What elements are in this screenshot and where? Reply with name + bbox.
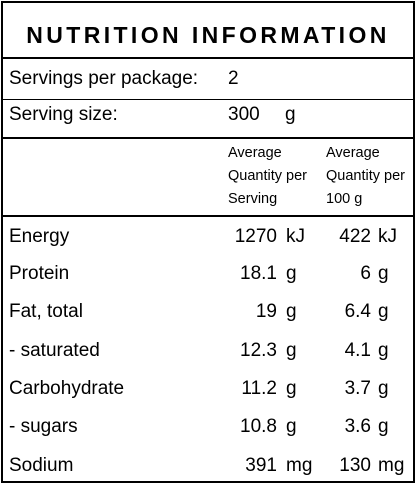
energy-per-100g: 422 — [339, 226, 371, 247]
divider — [3, 137, 413, 139]
header-per-100g-line1: Average — [326, 145, 380, 161]
fat-total-per-serving-unit: g — [286, 301, 297, 322]
fat-total-per-100g: 6.4 — [344, 301, 371, 322]
protein-per-100g-unit: g — [378, 263, 389, 284]
protein-per-serving-unit: g — [286, 263, 297, 284]
divider — [3, 57, 413, 59]
carbohydrate-per-100g: 3.7 — [344, 378, 371, 399]
servings-label: Servings per package: — [9, 68, 199, 89]
saturated-per-serving: 12.3 — [240, 340, 277, 361]
header-per-serving-line2: Quantity per — [228, 168, 307, 184]
serving-size-unit: g — [285, 104, 296, 125]
nutrient-name-energy: Energy — [9, 226, 70, 247]
fat-total-per-100g-unit: g — [378, 301, 389, 322]
nutrient-name-protein: Protein — [9, 263, 70, 284]
energy-per-serving: 1270 — [234, 226, 277, 247]
sugars-per-100g: 3.6 — [344, 416, 371, 437]
sugars-per-100g-unit: g — [378, 416, 389, 437]
nutrient-name-saturated: - saturated — [9, 340, 100, 361]
divider — [3, 99, 413, 100]
header-per-serving-line1: Average — [228, 145, 282, 161]
servings-value: 2 — [228, 68, 239, 89]
carbohydrate-per-100g-unit: g — [378, 378, 389, 399]
nutrient-name-sodium: Sodium — [9, 455, 74, 476]
sodium-per-serving: 391 — [245, 455, 277, 476]
header-per-100g-line3: 100 g — [326, 191, 363, 207]
saturated-per-100g: 4.1 — [344, 340, 371, 361]
protein-per-serving: 18.1 — [240, 263, 277, 284]
header-per-100g-line2: Quantity per — [326, 168, 405, 184]
saturated-per-100g-unit: g — [378, 340, 389, 361]
carbohydrate-per-serving: 11.2 — [241, 378, 277, 399]
nutrient-name-fat-total: Fat, total — [9, 301, 83, 322]
carbohydrate-per-serving-unit: g — [286, 378, 297, 399]
protein-per-100g: 6 — [360, 263, 371, 284]
sodium-per-serving-unit: mg — [286, 455, 313, 476]
serving-size-value: 300 — [228, 104, 260, 125]
energy-per-100g-unit: kJ — [378, 226, 397, 247]
fat-total-per-serving: 19 — [255, 301, 277, 322]
header-per-serving-line3: Serving — [228, 191, 278, 207]
sodium-per-100g-unit: mg — [378, 455, 405, 476]
divider — [3, 215, 413, 217]
sodium-per-100g: 130 — [339, 455, 371, 476]
nutrient-name-sugars: - sugars — [9, 416, 78, 437]
serving-size-label: Serving size: — [9, 104, 118, 125]
sugars-per-serving: 10.8 — [240, 416, 277, 437]
saturated-per-serving-unit: g — [286, 340, 297, 361]
sugars-per-serving-unit: g — [286, 416, 297, 437]
energy-per-serving-unit: kJ — [286, 226, 305, 247]
nutrient-name-carbohydrate: Carbohydrate — [9, 378, 125, 399]
panel-title: NUTRITION INFORMATION — [26, 22, 390, 48]
